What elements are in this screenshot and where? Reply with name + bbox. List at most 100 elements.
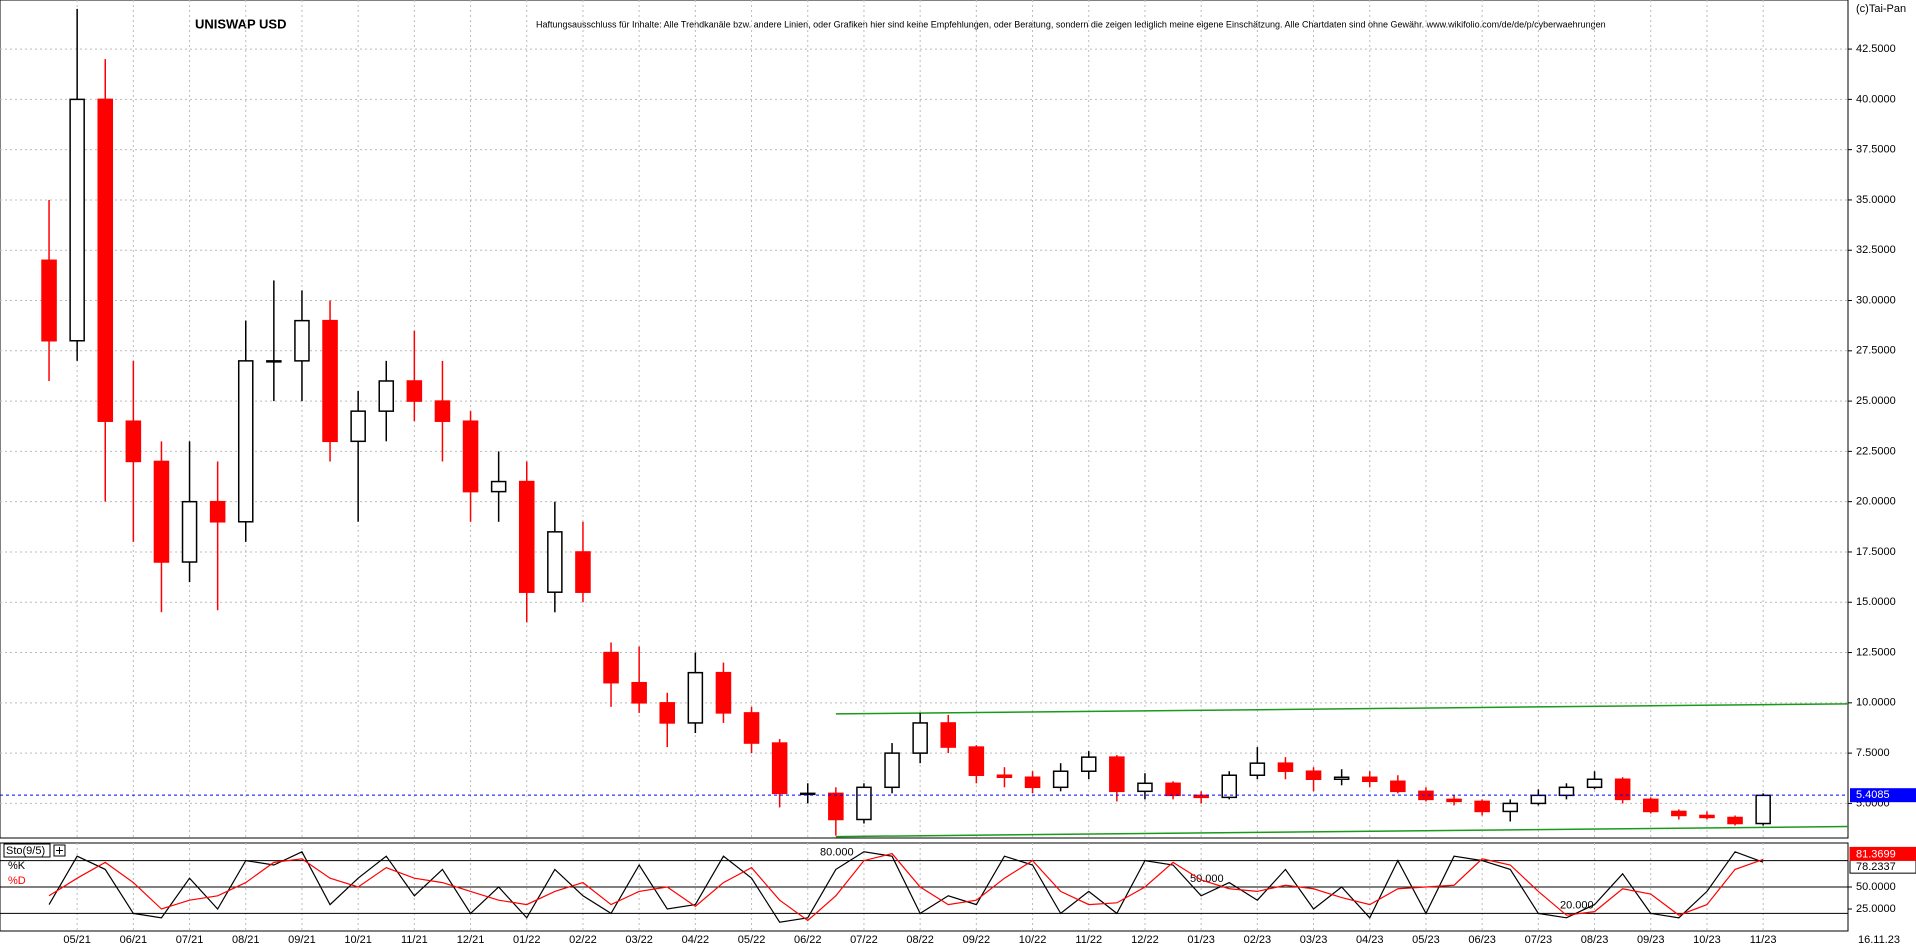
y-tick-label: 37.5000 [1856,144,1896,156]
last-price-label: 5.4085 [1856,789,1890,801]
legend-label: %K [8,860,26,872]
y-tick-label: 25.0000 [1856,903,1896,915]
x-tick-label: 02/22 [569,934,597,946]
x-tick-label: 07/22 [850,934,878,946]
candle-body [266,360,282,363]
x-tick-label: 10/21 [344,934,372,946]
candle-body [940,722,957,748]
candle-body [1024,776,1041,789]
candle-body [1614,778,1631,801]
x-tick-label: 08/22 [906,934,934,946]
series-line [48,852,1764,922]
candle-body [856,786,872,821]
candle-body [490,480,507,493]
x-tick-label: 01/23 [1187,934,1215,946]
x-tick-label: 09/21 [288,934,316,946]
copyright: (c)Tai-Pan [1856,3,1906,15]
y-tick-label: 22.5000 [1856,445,1896,457]
candle-body [153,460,170,563]
expand-icon [56,847,63,854]
level-label: 20.000 [1560,899,1594,911]
candle-body [912,722,928,754]
last-price-box [1850,788,1916,803]
y-tick-label: 35.0000 [1856,194,1896,206]
candle-body [575,551,591,593]
candle-body [1530,794,1547,805]
x-tick-label: 12/22 [1131,934,1159,946]
candle-body [97,98,114,422]
candle-body [1165,782,1181,797]
candle-body [1221,774,1238,799]
chart-title: UNISWAP USD [195,16,287,31]
candle-body [1446,798,1462,803]
candle-body [884,752,900,789]
candle-body [1699,814,1715,819]
candle-body [1109,756,1125,793]
candle-body [350,410,366,443]
candle-body [237,360,254,523]
x-tick-label: 04/22 [682,934,710,946]
x-tick-label: 11/23 [1750,934,1777,946]
y-tick-label: 7.5000 [1856,747,1890,759]
y-tick-label: 20.0000 [1856,496,1896,508]
x-tick-label: 03/23 [1300,934,1328,946]
x-tick-label: 05/23 [1412,934,1440,946]
candle-body [125,420,142,463]
candle-body [1558,786,1575,797]
candle-body [209,500,226,523]
candle-body [1249,762,1266,776]
candle-body [1361,776,1378,783]
y-tick-label: 25.0000 [1856,395,1896,407]
candle-body [181,500,198,563]
x-tick-label: 04/23 [1356,934,1384,946]
candle-body [659,702,676,724]
x-tick-label: 01/22 [513,934,541,946]
candle-body [1586,778,1603,789]
y-tick-label: 42.5000 [1856,43,1896,55]
candle-body [1474,800,1490,813]
candle-body [799,792,816,796]
candle-body [1333,776,1350,781]
x-tick-label: 10/22 [1019,934,1047,946]
candle-body [996,774,1013,779]
candle-body [1727,816,1743,825]
y-tick-label: 50.0000 [1856,881,1896,893]
series-line [48,851,1764,923]
candle-body [1755,794,1771,825]
x-tick-label: 07/23 [1525,934,1553,946]
y-tick-label: 32.5000 [1856,244,1896,256]
x-tick-label: 05/22 [738,934,766,946]
candle-body [1390,780,1406,793]
trendline [835,703,1849,715]
x-tick-label: 11/22 [1075,934,1102,946]
x-tick-label: 02/23 [1244,934,1272,946]
y-tick-label: 40.0000 [1856,93,1896,105]
y-tick-label: 12.5000 [1856,646,1896,658]
y-tick-label: 15.0000 [1856,596,1896,608]
candle-body [1137,782,1153,793]
date-label: 16.11.23 [1858,934,1900,946]
candle-body [631,681,647,704]
candle-body [434,400,451,422]
x-tick-label: 03/22 [625,934,653,946]
candle-body [322,319,338,443]
candle-body [41,259,57,342]
candle-body [715,671,732,714]
x-tick-label: 06/21 [120,934,148,946]
x-tick-label: 09/22 [963,934,991,946]
level-label: 80.000 [820,847,854,859]
candle-body [743,712,760,744]
candle-body [294,319,310,362]
candle-body [1277,762,1294,772]
x-tick-label: 08/23 [1581,934,1609,946]
candle-body [687,671,704,724]
candle-body [1642,798,1659,813]
candle-body [547,531,563,593]
indicator-box [3,843,51,858]
y-tick-label: 27.5000 [1856,345,1896,357]
x-tick-label: 07/21 [176,934,204,946]
indicator-title: Sto(9/5) [6,845,45,857]
